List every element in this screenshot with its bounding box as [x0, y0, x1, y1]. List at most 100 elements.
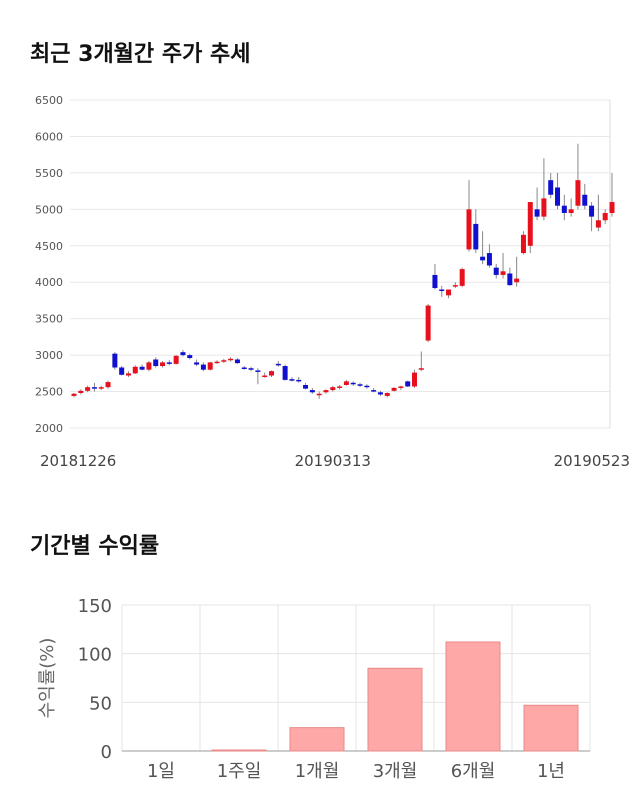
- y-tick-label: 5000: [35, 203, 63, 216]
- candle-body: [561, 205, 567, 213]
- y-tick-label: 5500: [35, 167, 63, 180]
- candlestick-chart: 6500 6000 5500 5000 4500 4000 3500 3000 2500 2000…: [35, 94, 630, 470]
- y-tick-label: 2500: [35, 386, 63, 399]
- candle-body: [119, 367, 125, 375]
- x-tick-label: 20190523: [554, 452, 630, 470]
- candle-body: [412, 372, 418, 387]
- candle-body: [446, 289, 452, 296]
- candle-body: [343, 381, 349, 385]
- candle-body: [432, 274, 438, 289]
- y-tick-label: 0: [101, 742, 112, 763]
- candle-body: [255, 370, 261, 372]
- candle-body: [568, 209, 574, 213]
- candle-body: [527, 202, 533, 246]
- candle-body: [180, 352, 186, 356]
- y-tick-label: 2000: [35, 422, 63, 435]
- y-tick-label: 4000: [35, 276, 63, 289]
- candle-body: [323, 390, 329, 393]
- x-tick-label: 1년: [537, 761, 565, 782]
- candle-body: [234, 359, 240, 364]
- candle-body: [282, 366, 288, 380]
- candle-body: [289, 379, 295, 381]
- y-tick-label: 50: [89, 693, 112, 714]
- candle-body: [514, 278, 520, 283]
- candle-body: [520, 234, 526, 254]
- candle-body: [296, 379, 302, 382]
- candle-body: [405, 381, 411, 387]
- candle-body: [275, 363, 281, 366]
- x-tick-label: 1주일: [217, 761, 262, 782]
- x-tick-label: 20190313: [295, 452, 371, 470]
- return-bar: [211, 749, 267, 752]
- candle-body: [268, 371, 274, 376]
- return-bar: [445, 641, 501, 752]
- candle-body: [500, 271, 506, 275]
- candle-body: [589, 205, 595, 217]
- y-tick-label: 100: [78, 645, 112, 666]
- y-tick-label: 150: [78, 596, 112, 617]
- candle-body: [71, 393, 77, 396]
- return-bar: [367, 667, 423, 752]
- return-bar: [289, 727, 345, 752]
- candle-body: [371, 390, 377, 392]
- y-tick-label: 4500: [35, 240, 63, 253]
- y-axis-label: 수익률(%): [37, 638, 58, 719]
- candle-body: [364, 385, 370, 388]
- x-tick-label: 1개월: [295, 761, 340, 782]
- candle-body: [548, 180, 554, 195]
- candle-body: [146, 362, 152, 370]
- candle-body: [241, 367, 247, 370]
- candle-body: [112, 353, 118, 368]
- candle-body: [452, 285, 458, 287]
- candle-body: [486, 253, 492, 266]
- candle-body: [228, 358, 234, 361]
- x-tick-label: 3개월: [373, 761, 418, 782]
- candle-body: [473, 223, 479, 250]
- candle-body: [139, 366, 145, 370]
- candle-body: [350, 382, 356, 385]
- candle-body: [534, 209, 540, 217]
- candle-body: [200, 364, 206, 370]
- candle-body: [595, 220, 601, 228]
- candle-body: [398, 386, 404, 388]
- x-tick-label: 6개월: [451, 761, 496, 782]
- candle-body: [466, 209, 472, 250]
- candle-body: [160, 362, 166, 367]
- candle-body: [391, 387, 397, 391]
- candle-body: [125, 373, 131, 376]
- period-return-title: 기간별 수익률: [30, 534, 160, 559]
- candle-body: [91, 387, 97, 389]
- candle-body: [480, 256, 486, 261]
- candle-body: [418, 368, 424, 370]
- candle-body: [602, 212, 608, 221]
- x-tick-label: 1일: [147, 761, 175, 782]
- candle-body: [507, 273, 513, 286]
- candle-body: [575, 180, 581, 206]
- candle-body: [207, 362, 213, 370]
- return-bar: [523, 704, 579, 752]
- stock-trend-title: 최근 3개월간 주가 추세: [30, 42, 251, 67]
- candle-body: [582, 194, 588, 206]
- candle-body: [85, 387, 91, 391]
- candle-body: [248, 368, 254, 370]
- candle-body: [214, 361, 220, 364]
- candle-body: [316, 393, 322, 396]
- candle-body: [262, 375, 268, 378]
- candle-body: [459, 269, 465, 286]
- y-tick-label: 3500: [35, 313, 63, 326]
- candle-body: [493, 267, 499, 275]
- candle-body: [384, 393, 390, 396]
- candle-body: [357, 384, 363, 386]
- candle-body: [541, 198, 547, 217]
- y-tick-label: 6000: [35, 130, 63, 143]
- candle-body: [425, 305, 431, 341]
- candle-body: [309, 390, 315, 393]
- candle-body: [330, 387, 336, 391]
- y-tick-label: 3000: [35, 349, 63, 362]
- candle-body: [105, 382, 111, 388]
- candle-body: [132, 366, 138, 374]
- candle-body: [78, 390, 84, 394]
- candle-body: [609, 202, 615, 213]
- x-tick-label: 20181226: [40, 452, 116, 470]
